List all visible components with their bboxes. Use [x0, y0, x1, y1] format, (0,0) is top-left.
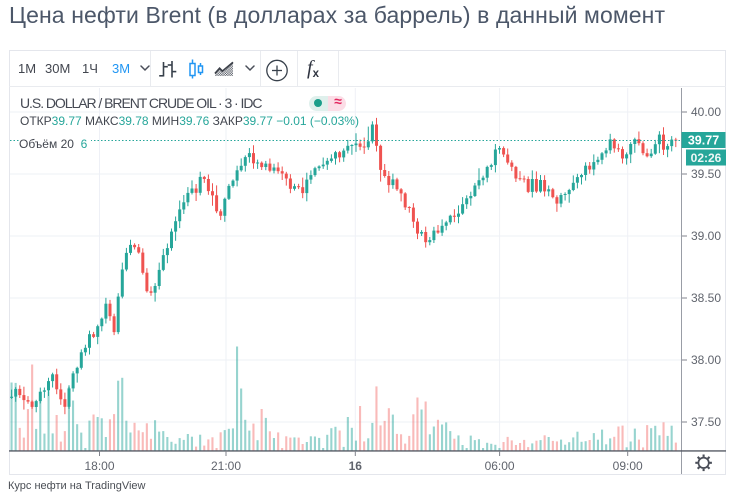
svg-text:39.50: 39.50	[691, 167, 721, 181]
svg-text:38.50: 38.50	[691, 291, 721, 305]
svg-text:39.00: 39.00	[691, 229, 721, 243]
svg-text:06:00: 06:00	[485, 459, 515, 473]
svg-text:02:26: 02:26	[691, 151, 722, 165]
svg-text:40.00: 40.00	[691, 105, 721, 119]
svg-text:37.50: 37.50	[691, 415, 721, 429]
svg-text:38.00: 38.00	[691, 353, 721, 367]
svg-text:21:00: 21:00	[211, 459, 241, 473]
svg-text:09:00: 09:00	[613, 459, 643, 473]
svg-text:39.77: 39.77	[688, 134, 719, 148]
svg-text:16: 16	[349, 459, 363, 473]
svg-text:18:00: 18:00	[84, 459, 114, 473]
